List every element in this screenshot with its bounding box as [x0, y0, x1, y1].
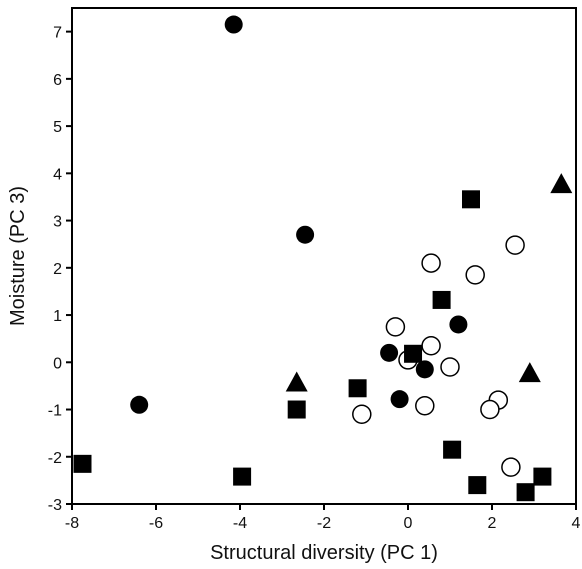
y-tick-label: 4 [53, 166, 62, 183]
open-circle-point [385, 317, 406, 337]
filled-square-point [348, 379, 367, 398]
y-tick-label: 1 [53, 308, 62, 325]
x-axis-ticks: -8 -6 -4 -2 0 2 4 [65, 504, 581, 532]
y-tick-label: 7 [53, 25, 62, 42]
open-circle-point [421, 336, 441, 356]
open-circle-point [480, 399, 500, 420]
x-tick-label: -2 [317, 515, 331, 532]
y-tick-label: -1 [48, 403, 62, 420]
filled-square-point [233, 467, 252, 486]
plot-frame [71, 7, 577, 505]
filled-triangle-point [518, 362, 541, 383]
filled-square-point [432, 290, 451, 309]
filled-square-point [404, 344, 423, 363]
filled-triangle-point [550, 173, 573, 194]
y-tick-label: 3 [53, 214, 62, 231]
x-tick-label: 4 [572, 515, 581, 532]
x-tick-label: 0 [404, 515, 413, 532]
filled-square-point [516, 483, 535, 502]
filled-square-point [443, 440, 462, 459]
y-tick-label: -3 [48, 497, 62, 514]
filled-circle-point [415, 360, 434, 379]
filled-circle-point [296, 225, 315, 244]
filled-circle-point [449, 315, 468, 334]
y-tick-label: 0 [53, 355, 62, 372]
x-tick-label: -8 [65, 515, 79, 532]
open-circle-point [440, 357, 460, 377]
filled-circle-point [390, 390, 409, 409]
filled-square-point [468, 476, 487, 495]
y-tick-label: 5 [53, 119, 62, 136]
filled-square-point [287, 400, 306, 419]
open-circle-point [421, 253, 441, 273]
filled-circle-point [224, 15, 243, 34]
open-circle-point [465, 265, 485, 285]
filled-square-point [73, 454, 92, 473]
y-tick-label: 2 [53, 261, 62, 278]
x-tick-label: -4 [233, 515, 247, 532]
filled-square-point [462, 190, 480, 209]
y-axis-title: Moisture (PC 3) [7, 186, 29, 326]
y-tick-label: -2 [48, 450, 62, 467]
filled-circle-point [130, 395, 149, 414]
open-circle-point [352, 404, 372, 424]
open-circle-point [415, 395, 435, 416]
filled-circle-point [380, 343, 399, 362]
x-tick-label: 2 [488, 515, 497, 532]
filled-square-point [533, 467, 552, 486]
open-circle-point [505, 235, 525, 255]
data-points [73, 15, 573, 502]
filled-triangle-point [285, 371, 308, 392]
y-axis-ticks: -3 -2 -1 0 1 2 3 4 5 6 7 [48, 25, 72, 514]
open-circle-point [501, 457, 521, 477]
y-tick-label: 6 [53, 72, 62, 89]
x-tick-label: -6 [149, 515, 163, 532]
x-axis-title: Structural diversity (PC 1) [210, 542, 438, 564]
